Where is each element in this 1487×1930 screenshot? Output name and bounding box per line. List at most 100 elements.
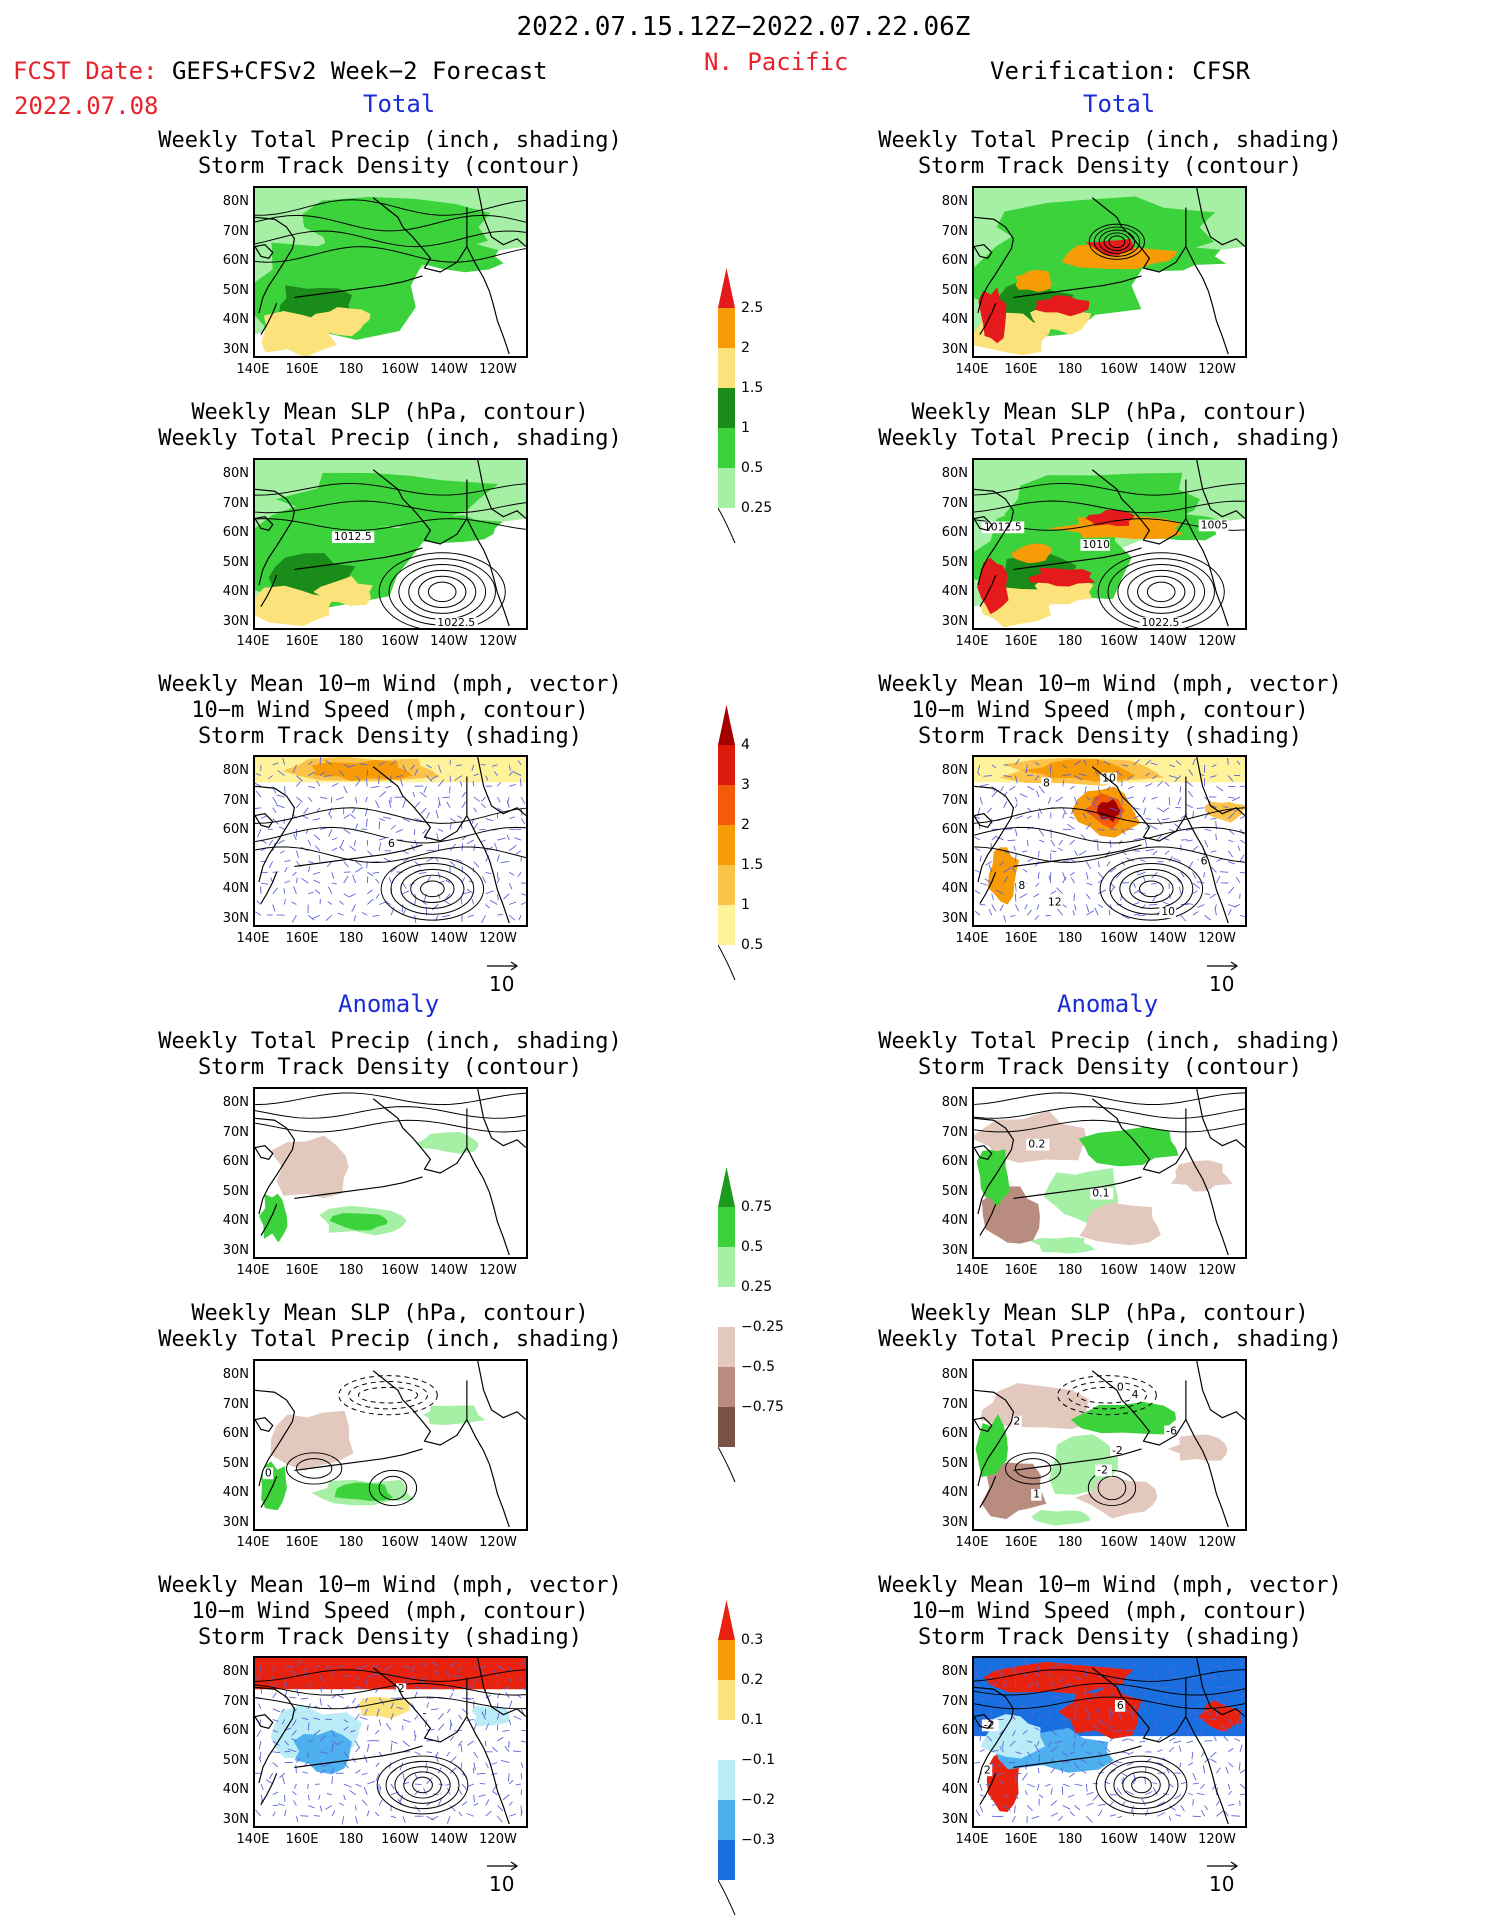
- wind-vector: [1035, 915, 1039, 919]
- wind-vector: [273, 808, 276, 813]
- wind-vector: [1014, 846, 1015, 851]
- wind-vector: [1157, 1750, 1162, 1752]
- contour-label: 10: [1102, 771, 1116, 784]
- lon-tick-label: 160W: [378, 634, 422, 649]
- wind-vector: [509, 1701, 512, 1709]
- wind-vector: [422, 829, 426, 833]
- wind-vector: [436, 810, 438, 818]
- lon-tick-label: 160W: [1097, 1832, 1141, 1847]
- lon-tick-label: 120W: [1195, 634, 1239, 649]
- lon-tick-label: 120W: [476, 362, 520, 377]
- wind-vector: [1039, 829, 1044, 836]
- contour-line: [413, 1777, 433, 1793]
- contour-label: 0.2: [1028, 1138, 1045, 1151]
- wind-vector: [1181, 1782, 1187, 1784]
- wind-vector: [509, 1741, 510, 1747]
- colorbar-storm_anom: [718, 1600, 741, 1930]
- map-panel-r1-fc: 1012.5 1022.5: [253, 458, 528, 630]
- colorbar-label: 0.25: [741, 500, 772, 516]
- wind-vector: [1228, 909, 1231, 915]
- wind-vector: [1181, 915, 1186, 921]
- wind-vector: [1022, 851, 1027, 852]
- lat-tick-label: 30N: [215, 1812, 249, 1827]
- panel-title-r1-c1-l1: Weekly Total Precip (inch, shading): [810, 426, 1410, 452]
- wind-vector: [1128, 786, 1134, 789]
- wind-vector: [509, 817, 515, 819]
- wind-vector: [362, 1773, 368, 1775]
- wind-vector: [373, 915, 380, 916]
- colorbar-label: 1: [741, 897, 750, 913]
- wind-vector: [1086, 911, 1093, 916]
- wind-vector: [1004, 915, 1006, 922]
- wind-vector: [296, 803, 300, 808]
- lon-tick-label: 180: [1048, 634, 1092, 649]
- wind-vector: [379, 819, 385, 821]
- lon-tick-label: 160E: [280, 1535, 324, 1550]
- lat-tick-label: 80N: [934, 1664, 968, 1679]
- contour-label: 1022.5: [437, 616, 475, 628]
- lon-tick-label: 160W: [378, 1832, 422, 1847]
- wind-vector: [1067, 824, 1074, 829]
- wind-vector: [497, 782, 500, 786]
- panel-title-r2-c0-l0: Weekly Mean 10−m Wind (mph, vector): [90, 672, 690, 698]
- map-panel-r3-fc: [253, 1087, 528, 1259]
- wind-vector: [379, 842, 380, 850]
- wind-vector: [974, 1763, 980, 1764]
- wind-vector: [521, 1741, 526, 1743]
- wind-vector: [1142, 1799, 1146, 1806]
- colorbar-swatch: [718, 1287, 735, 1327]
- lat-tick-label: 30N: [934, 614, 968, 629]
- colorbar-swatch: [718, 1760, 735, 1800]
- wind-vector: [258, 829, 261, 837]
- contour-label: 1012.5: [334, 530, 372, 543]
- map-canvas: 0.20.1: [974, 1089, 1245, 1257]
- wind-vector: [1193, 883, 1200, 888]
- wind-vector: [339, 901, 343, 905]
- wind-vector: [486, 872, 492, 873]
- wind-vector: [1051, 851, 1057, 852]
- wind-vector: [1098, 1810, 1102, 1816]
- wind-vector: [1239, 1763, 1240, 1771]
- wind-vector: [332, 838, 337, 840]
- lon-tick-label: 140E: [950, 1832, 994, 1847]
- wind-vector: [521, 1773, 522, 1779]
- lon-tick-label: 180: [1048, 931, 1092, 946]
- wind-vector: [1134, 883, 1136, 888]
- wind-vector: [980, 784, 989, 786]
- colorbar-swatch: [718, 1207, 735, 1247]
- wind-vector: [437, 833, 439, 840]
- contour-label: 2: [1013, 1415, 1020, 1428]
- wind-vector: [1204, 872, 1205, 877]
- wind-vector: [1057, 909, 1062, 915]
- wind-vector: [313, 872, 320, 874]
- lat-tick-label: 60N: [215, 253, 249, 268]
- wind-vector: [1056, 797, 1063, 802]
- wind-vector: [462, 802, 466, 808]
- contour-line: [974, 1093, 1245, 1105]
- wind-vector: [1086, 1792, 1093, 1794]
- lon-tick-label: 140E: [950, 1535, 994, 1550]
- coastline: [255, 1715, 273, 1729]
- lat-tick-label: 80N: [215, 1367, 249, 1382]
- wind-vector: [356, 1741, 360, 1748]
- wind-vector: [992, 904, 996, 911]
- lon-tick-label: 160E: [280, 1832, 324, 1847]
- lon-tick-label: 160E: [999, 1832, 1043, 1847]
- contour-label: 1022.5: [1142, 616, 1180, 628]
- panel-title-r5-c0-l0: Weekly Mean 10−m Wind (mph, vector): [90, 1573, 690, 1599]
- wind-vector: [391, 1743, 392, 1752]
- shade-patch: [471, 1706, 509, 1726]
- wind-vector: [1107, 862, 1110, 867]
- wind-vector: [329, 813, 332, 818]
- lat-tick-label: 80N: [215, 763, 249, 778]
- contour-line: [255, 1093, 526, 1105]
- wind-vector: [1235, 1738, 1241, 1741]
- lon-tick-label: 140W: [1146, 1263, 1190, 1278]
- wind-vector: [1098, 904, 1103, 907]
- lat-tick-label: 60N: [215, 1426, 249, 1441]
- wind-vector: [492, 1747, 497, 1751]
- lon-tick-label: 140W: [427, 1832, 471, 1847]
- lat-tick-label: 30N: [934, 342, 968, 357]
- colorbar-swatch: [718, 428, 735, 468]
